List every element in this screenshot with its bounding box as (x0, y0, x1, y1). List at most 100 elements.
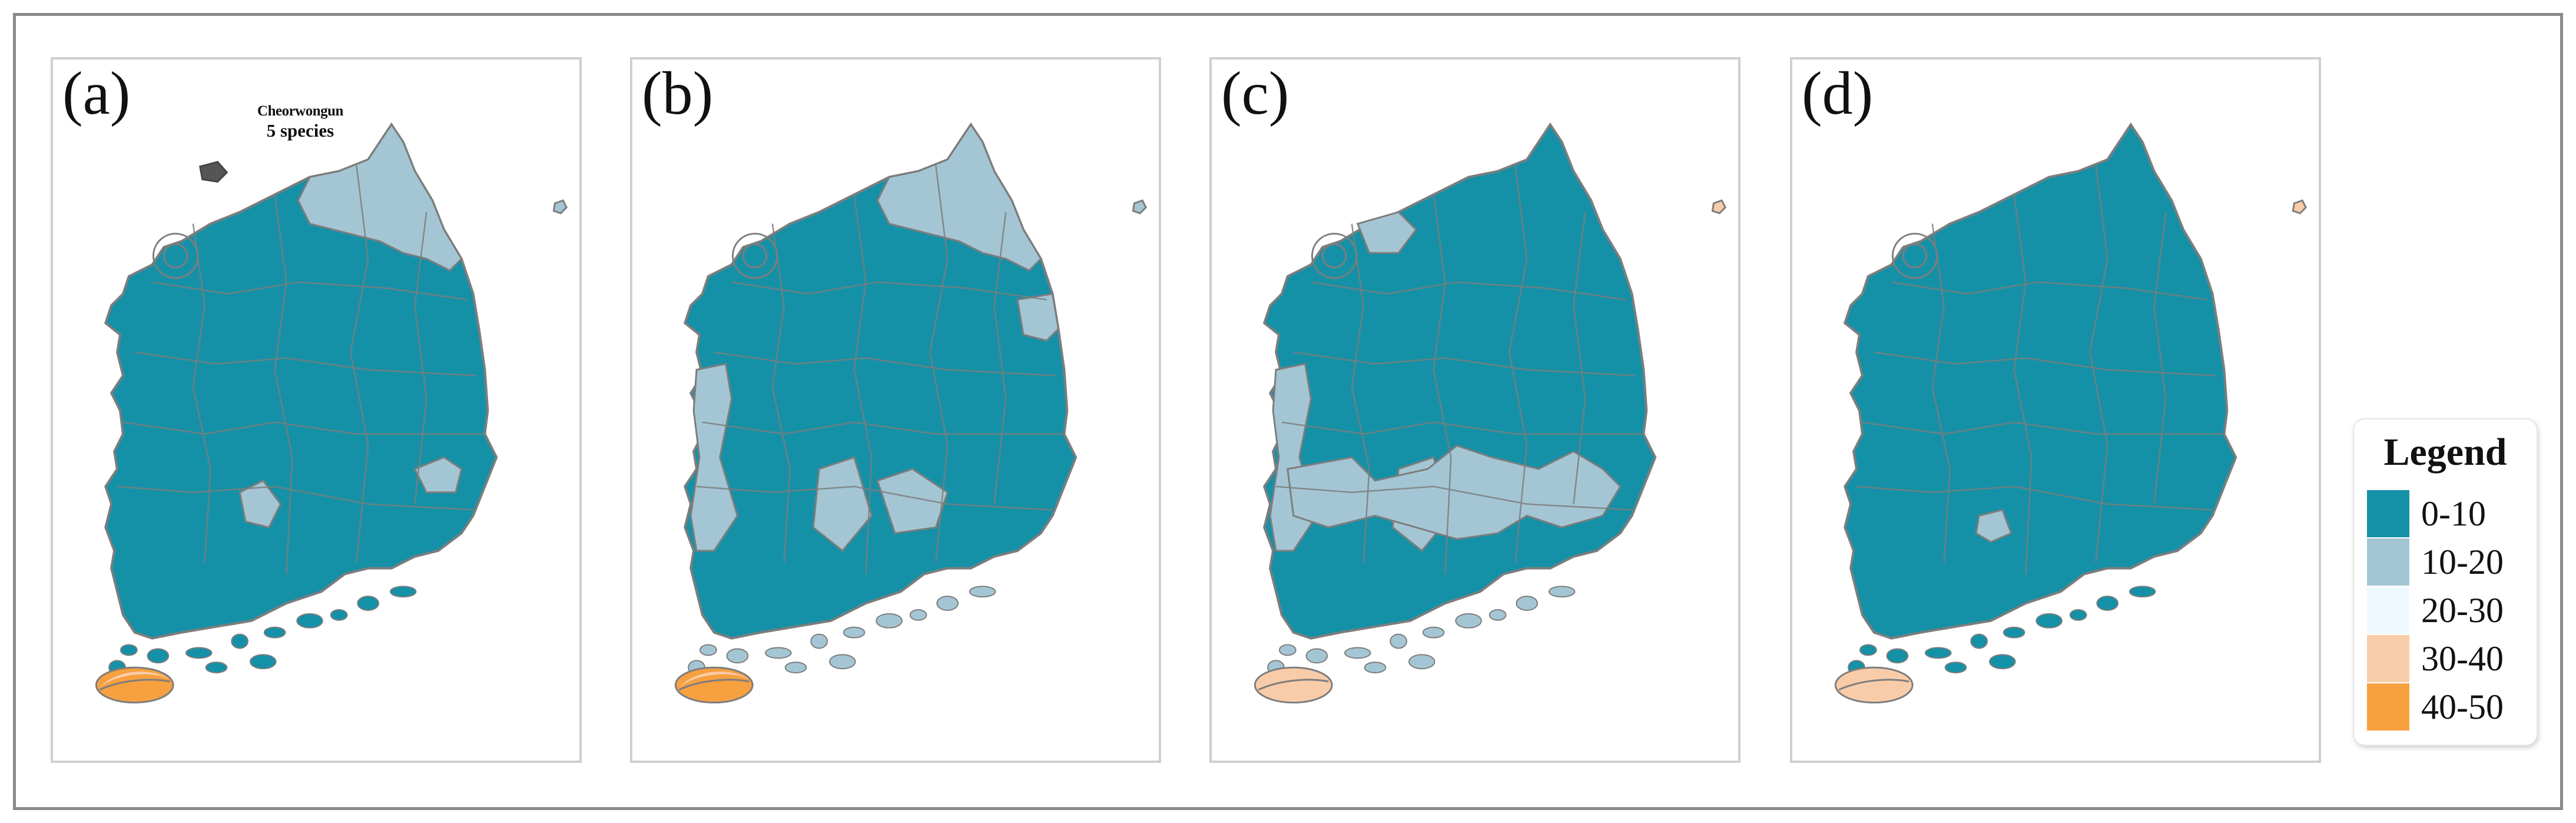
legend-label: 30-40 (2421, 639, 2504, 678)
coastal-island (1278, 644, 1297, 656)
legend-item-10-20: 10-20 (2367, 538, 2526, 587)
coastal-island (936, 596, 959, 611)
legend-label: 40-50 (2421, 688, 2504, 726)
coastal-island (2096, 596, 2119, 611)
legend-item-0-10: 0-10 (2367, 490, 2526, 538)
coastal-island (1344, 647, 1371, 659)
cheorwongun-highlight (199, 161, 228, 183)
coastal-island (1859, 644, 1877, 656)
ulleungdo-island (1711, 199, 1727, 214)
coastal-island (1886, 648, 1909, 664)
coastal-island (829, 654, 856, 670)
coastal-island (843, 626, 866, 639)
jeju-district-line (1838, 679, 1909, 691)
callout-region: Cheorwongun (257, 103, 343, 119)
region-10-20-ne (876, 123, 1042, 272)
region-10-20-small_s (1975, 508, 2013, 543)
capital-cluster (1891, 233, 1938, 279)
korea-map-a (95, 122, 568, 704)
legend-swatch (2367, 635, 2409, 682)
legend-label: 20-30 (2421, 591, 2504, 630)
jeju-island (95, 666, 174, 704)
coastal-island (2129, 586, 2156, 598)
coastal-island (1989, 654, 2016, 670)
coastal-island (2003, 626, 2025, 639)
legend-swatch (2367, 490, 2409, 537)
coastal-island (764, 647, 792, 659)
jeju-district-line (678, 679, 750, 691)
district-boundaries (1275, 165, 1644, 574)
callout-count: 5 species (266, 120, 334, 141)
ulleungdo-island (2292, 199, 2308, 214)
korea-mainland-group (104, 122, 498, 675)
jeju-island (1834, 666, 1914, 704)
jeju-district-line (99, 679, 170, 691)
capital-cluster (1311, 233, 1358, 279)
coastal-island (876, 613, 903, 629)
korea-map-c (1254, 122, 1727, 704)
korea-mainland-group (1262, 122, 1657, 675)
korea-mainland-group (1843, 122, 2237, 675)
coastal-island (1970, 633, 1988, 649)
mainland-region-0-10 (1262, 122, 1657, 640)
korea-mainland-group (683, 122, 1078, 675)
capital-cluster-inner (1902, 243, 1928, 269)
coastal-island (330, 609, 348, 621)
legend-label: 0-10 (2421, 494, 2486, 533)
coastal-island (784, 662, 807, 673)
panel-label-c: (c) (1221, 60, 1289, 127)
coastal-island (2035, 613, 2063, 629)
jeju-north-region (679, 672, 750, 688)
coastal-island (185, 647, 213, 659)
jeju-island (1254, 666, 1333, 704)
coastal-island (231, 633, 249, 649)
coastal-island (1364, 662, 1387, 673)
capital-cluster-inner (1321, 243, 1347, 269)
district-boundaries (696, 165, 1065, 574)
coastal-island (357, 596, 380, 611)
legend: Legend 0-10 10-20 20-30 30-40 40-50 (2354, 419, 2537, 745)
coastal-island (1390, 633, 1408, 649)
capital-cluster-inner (742, 243, 768, 269)
korea-map-b (674, 122, 1148, 704)
legend-swatch (2367, 587, 2409, 634)
region-10-20-north_w (1356, 211, 1417, 254)
coastal-island (1422, 626, 1445, 639)
coastal-island (699, 644, 717, 656)
coastal-island (1455, 613, 1482, 629)
coastal-island (1944, 662, 1967, 673)
ulleungdo-island (552, 199, 568, 214)
capital-cluster (731, 233, 778, 279)
legend-item-20-30: 20-30 (2367, 587, 2526, 635)
coastal-island (726, 648, 749, 664)
coastal-island (120, 644, 138, 656)
capital-cluster-inner (163, 243, 188, 269)
panel-label-a: (a) (62, 60, 131, 127)
coastal-island (1924, 647, 1952, 659)
coastal-island (909, 609, 927, 621)
coastal-island (147, 648, 170, 664)
jeju-district-line (1258, 679, 1329, 691)
coastal-island (2069, 609, 2087, 621)
region-10-20-se (238, 456, 463, 528)
legend-swatch (2367, 538, 2409, 586)
region-10-20-sw (689, 362, 873, 552)
coastal-island (296, 613, 323, 629)
legend-title: Legend (2383, 431, 2507, 474)
region-10-20-south_band (1287, 444, 1622, 540)
district-boundaries (117, 165, 485, 574)
coastal-island (969, 586, 996, 598)
coastal-island (250, 654, 277, 670)
coastal-island (389, 586, 417, 598)
legend-label: 10-20 (2421, 543, 2504, 581)
ulleungdo-island (1132, 199, 1148, 214)
coastal-island (1488, 609, 1507, 621)
coastal-island (1408, 654, 1435, 670)
coastal-island (1305, 648, 1328, 664)
capital-cluster (152, 233, 199, 279)
panel-label-b: (b) (642, 60, 714, 127)
coastal-island (1548, 586, 1576, 598)
cheorwongun-callout: Cheorwongun 5 species (230, 97, 371, 151)
mainland-region-0-10 (1843, 122, 2237, 640)
jeju-north-region (100, 672, 170, 688)
